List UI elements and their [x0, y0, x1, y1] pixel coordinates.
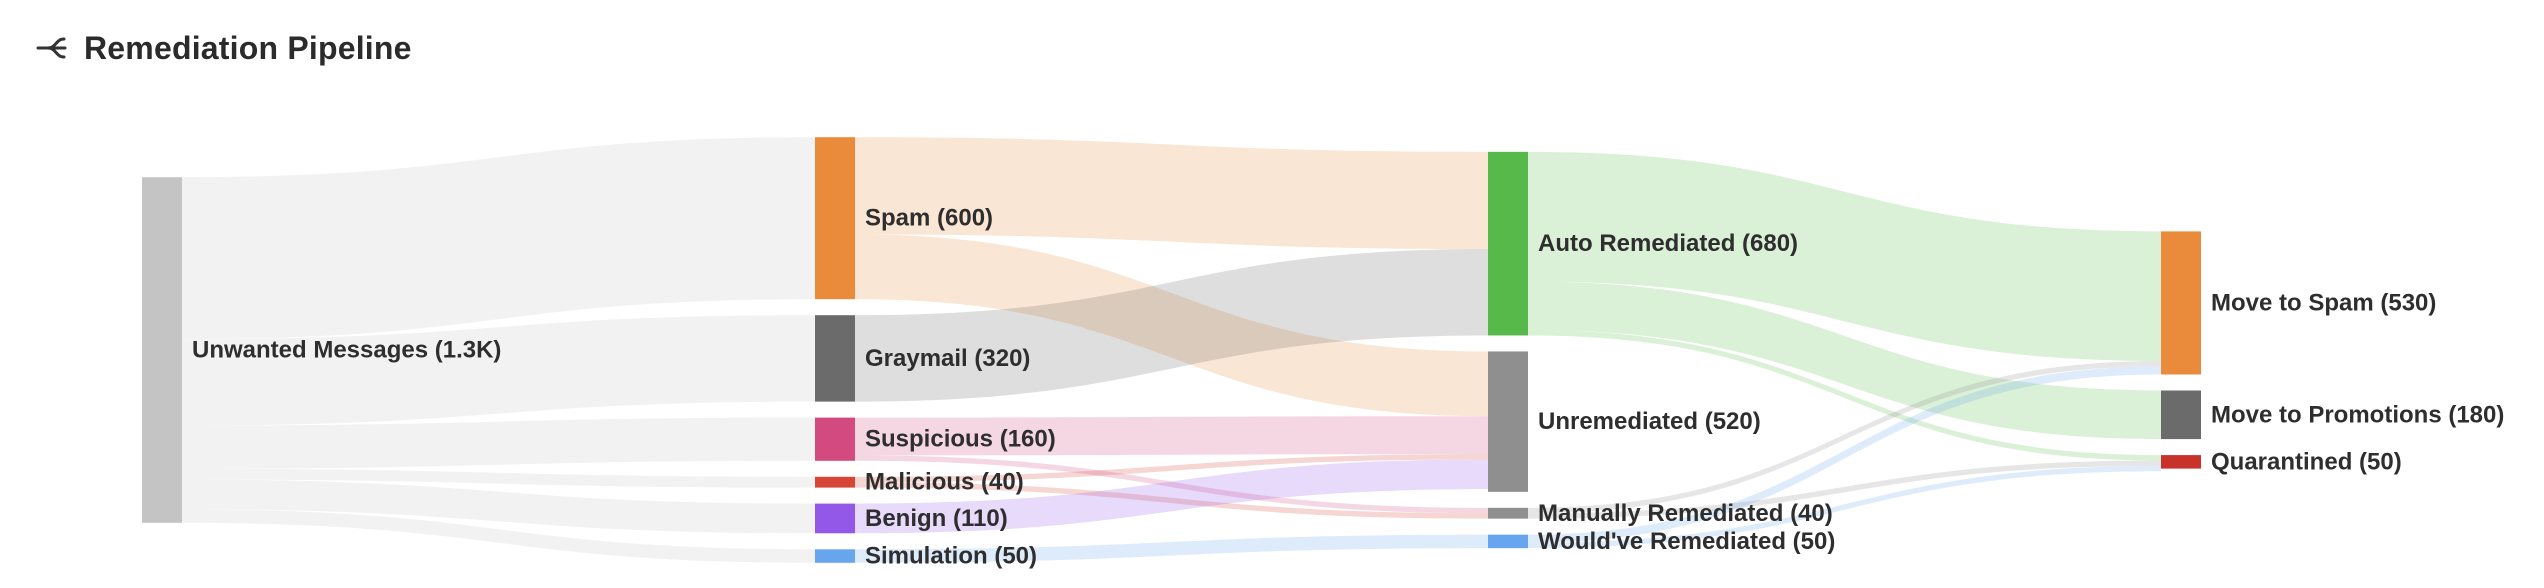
flow-benign-to-unremediated[interactable]	[855, 459, 1488, 534]
node-label-movespam: Move to Spam (530)	[2211, 289, 2436, 316]
node-label-manual: Manually Remediated (40)	[1538, 500, 1833, 527]
sankey-links	[182, 137, 2161, 563]
flow-auto-to-movespam[interactable]	[1528, 151, 2161, 361]
flow-unwanted-to-malicious[interactable]	[182, 468, 815, 488]
node-label-graymail: Graymail (320)	[865, 345, 1030, 372]
node-manual[interactable]	[1488, 507, 1528, 519]
flow-unwanted-to-spam[interactable]	[182, 137, 815, 340]
node-graymail[interactable]	[815, 315, 855, 402]
node-label-quarantined: Quarantined (50)	[2211, 448, 2402, 475]
sankey-flow-icon	[36, 37, 67, 59]
flow-simulation-to-wouldve[interactable]	[855, 534, 1488, 563]
node-unremediated[interactable]	[1488, 351, 1528, 492]
flow-unwanted-to-simulation[interactable]	[182, 509, 815, 563]
flow-graymail-to-auto[interactable]	[855, 249, 1488, 402]
flow-wouldve-to-movespam[interactable]	[1528, 366, 2161, 543]
flow-spam-to-auto[interactable]	[855, 137, 1488, 250]
flow-auto-to-quarantined[interactable]	[1528, 330, 2161, 461]
node-auto[interactable]	[1488, 151, 1528, 336]
flow-unwanted-to-benign[interactable]	[182, 479, 815, 534]
flow-manual-to-quarantined[interactable]	[1528, 460, 2161, 519]
node-label-auto: Auto Remediated (680)	[1538, 230, 1798, 257]
flow-unwanted-to-graymail[interactable]	[182, 315, 815, 426]
node-label-simulation: Simulation (50)	[865, 543, 1037, 570]
flow-suspicious-to-manual[interactable]	[855, 455, 1488, 514]
sankey-nodes	[142, 137, 2201, 563]
flow-manual-to-movespam[interactable]	[1528, 361, 2161, 514]
node-malicious[interactable]	[815, 476, 855, 488]
node-label-benign: Benign (110)	[865, 505, 1008, 532]
node-spam[interactable]	[815, 137, 855, 300]
flow-malicious-to-unremediated[interactable]	[855, 454, 1488, 483]
node-label-wouldve: Would've Remediated (50)	[1538, 528, 1835, 555]
node-label-unwanted: Unwanted Messages (1.3K)	[192, 337, 501, 364]
flow-unwanted-to-suspicious[interactable]	[182, 417, 815, 469]
sankey-labels: Unwanted Messages (1.3K) Spam (600) Grayma…	[192, 205, 2504, 570]
node-unwanted[interactable]	[142, 177, 182, 523]
node-label-unremediated: Unremediated (520)	[1538, 408, 1761, 435]
node-movespam[interactable]	[2161, 231, 2201, 375]
flow-auto-to-movepromo[interactable]	[1528, 281, 2161, 440]
flow-spam-to-unremediated[interactable]	[855, 234, 1488, 417]
node-label-spam: Spam (600)	[865, 205, 993, 232]
node-suspicious[interactable]	[815, 417, 855, 461]
node-label-movepromo: Move to Promotions (180)	[2211, 401, 2504, 428]
flow-suspicious-to-unremediated[interactable]	[855, 416, 1488, 456]
node-quarantined[interactable]	[2161, 455, 2201, 469]
node-label-suspicious: Suspicious (160)	[865, 426, 1056, 453]
chart-title: Remediation Pipeline	[84, 29, 412, 66]
flow-malicious-to-manual[interactable]	[855, 482, 1488, 519]
node-benign[interactable]	[815, 503, 855, 534]
node-label-malicious: Malicious (40)	[865, 469, 1024, 496]
node-wouldve[interactable]	[1488, 534, 1528, 549]
chart-header: Remediation Pipeline	[34, 26, 412, 70]
flow-wouldve-to-quarantined[interactable]	[1528, 465, 2161, 549]
node-simulation[interactable]	[815, 549, 855, 563]
node-movepromo[interactable]	[2161, 390, 2201, 440]
